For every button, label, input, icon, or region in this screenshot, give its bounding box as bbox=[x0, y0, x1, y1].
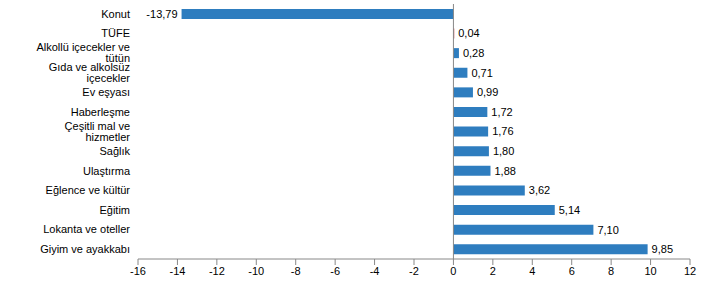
svg-text:4: 4 bbox=[529, 265, 535, 277]
svg-text:1,80: 1,80 bbox=[493, 145, 514, 157]
svg-text:Konut: Konut bbox=[101, 8, 130, 20]
svg-text:5,14: 5,14 bbox=[559, 204, 580, 216]
svg-text:0: 0 bbox=[450, 265, 456, 277]
svg-text:0,04: 0,04 bbox=[458, 27, 479, 39]
svg-text:1,72: 1,72 bbox=[491, 106, 512, 118]
svg-text:Çeşitli mal vehizmetler: Çeşitli mal vehizmetler bbox=[65, 120, 131, 143]
svg-text:Lokanta ve oteller: Lokanta ve oteller bbox=[43, 223, 130, 235]
svg-text:Haberleşme: Haberleşme bbox=[71, 106, 130, 118]
svg-text:0,99: 0,99 bbox=[477, 86, 498, 98]
svg-text:-13,79: -13,79 bbox=[146, 8, 177, 20]
svg-text:3,62: 3,62 bbox=[529, 184, 550, 196]
svg-text:Ev eşyası: Ev eşyası bbox=[82, 86, 130, 98]
svg-text:2: 2 bbox=[490, 265, 496, 277]
svg-text:0,28: 0,28 bbox=[463, 47, 484, 59]
svg-text:Eğlence ve kültür: Eğlence ve kültür bbox=[46, 184, 131, 196]
svg-text:-8: -8 bbox=[291, 265, 301, 277]
svg-text:-10: -10 bbox=[248, 265, 264, 277]
svg-text:TÜFE: TÜFE bbox=[101, 27, 130, 39]
svg-text:Ulaştırma: Ulaştırma bbox=[83, 165, 131, 177]
svg-text:Sağlık: Sağlık bbox=[99, 145, 130, 157]
svg-text:Gıda ve alkolsüziçecekler: Gıda ve alkolsüziçecekler bbox=[49, 61, 131, 84]
svg-text:-16: -16 bbox=[130, 265, 146, 277]
svg-text:12: 12 bbox=[684, 265, 694, 277]
svg-text:-6: -6 bbox=[330, 265, 340, 277]
svg-text:10: 10 bbox=[644, 265, 656, 277]
svg-text:7,10: 7,10 bbox=[597, 224, 618, 236]
svg-text:-14: -14 bbox=[169, 265, 185, 277]
svg-text:6: 6 bbox=[569, 265, 575, 277]
svg-text:-4: -4 bbox=[370, 265, 380, 277]
svg-text:-2: -2 bbox=[409, 265, 419, 277]
svg-text:1,88: 1,88 bbox=[494, 165, 515, 177]
svg-text:Eğitim: Eğitim bbox=[99, 204, 130, 216]
svg-text:8: 8 bbox=[608, 265, 614, 277]
svg-text:9,85: 9,85 bbox=[652, 243, 673, 255]
svg-text:0,71: 0,71 bbox=[471, 67, 492, 79]
svg-text:-12: -12 bbox=[209, 265, 225, 277]
svg-text:Giyim ve ayakkabı: Giyim ve ayakkabı bbox=[40, 243, 130, 255]
svg-text:1,76: 1,76 bbox=[492, 125, 513, 137]
